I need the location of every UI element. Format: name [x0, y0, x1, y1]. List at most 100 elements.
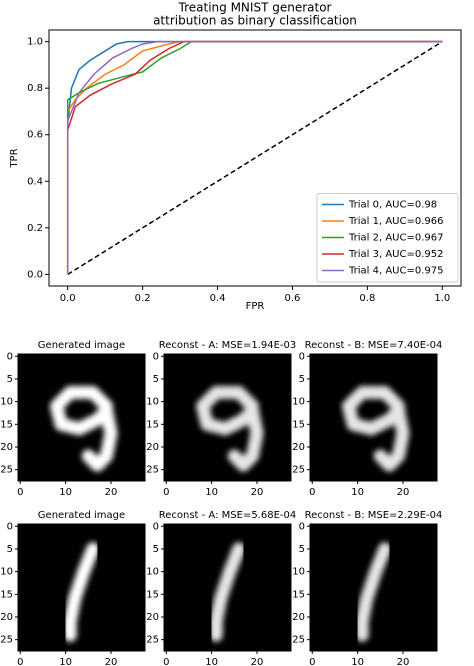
y-tick-label: 5 — [153, 544, 159, 555]
y-tick-label: 10 — [0, 567, 13, 578]
y-tick-label: 5 — [299, 374, 305, 385]
reference-line — [67, 40, 443, 276]
y-tick-label: 25 — [0, 635, 13, 646]
x-tick-label: 20 — [105, 487, 118, 498]
panel-title: Reconst - A: MSE=5.68E-04 — [159, 510, 297, 521]
x-tick-label: 0 — [17, 657, 23, 666]
y-tick-label: 20 — [146, 442, 159, 453]
legend-box — [316, 193, 459, 283]
y-tick-label: 25 — [292, 465, 305, 476]
x-tick-label: 0.0 — [60, 293, 76, 304]
y-tick-label: 15 — [292, 589, 305, 600]
x-tick-label: 20 — [397, 487, 410, 498]
x-tick-label: 1.0 — [434, 293, 450, 304]
y-tick-label: 10 — [292, 567, 305, 578]
y-tick-label: 0 — [299, 521, 305, 532]
y-tick-label: 25 — [0, 465, 13, 476]
x-tick-label: 0.8 — [359, 293, 375, 304]
y-tick-label: 20 — [0, 442, 13, 453]
x-axis-label: FPR — [246, 301, 265, 312]
digit-stroke — [63, 542, 100, 642]
y-tick-label: 5 — [299, 544, 305, 555]
x-tick-label: 0.4 — [210, 293, 226, 304]
image — [164, 354, 291, 481]
y-tick-label: 20 — [146, 612, 159, 623]
y-tick-label: 10 — [146, 397, 159, 408]
legend-label: Trial 1, AUC=0.966 — [348, 216, 443, 227]
y-tick-label: 1.0 — [27, 37, 43, 48]
x-tick-label: 10 — [205, 657, 218, 666]
x-tick-label: 0 — [163, 487, 169, 498]
y-tick-label: 0.2 — [27, 223, 43, 234]
y-tick-label: 25 — [146, 635, 159, 646]
digit — [50, 386, 118, 472]
y-tick-label: 20 — [292, 612, 305, 623]
y-tick-label: 20 — [292, 442, 305, 453]
x-tick-label: 0 — [17, 487, 23, 498]
y-tick-label: 0 — [7, 351, 13, 362]
x-tick-label: 10 — [59, 487, 72, 498]
y-tick-label: 15 — [0, 589, 13, 600]
x-tick-label: 20 — [251, 487, 264, 498]
panel-title: Reconst - A: MSE=1.94E-03 — [159, 340, 297, 351]
panel-title: Generated image — [38, 510, 125, 521]
image-frame — [309, 353, 438, 482]
x-tick-label: 10 — [351, 487, 364, 498]
image-frame — [163, 523, 292, 652]
digit — [342, 386, 410, 472]
panel-title: Reconst - B: MSE=2.29E-04 — [305, 510, 443, 521]
digit-stroke — [355, 542, 392, 642]
legend-label: Trial 4, AUC=0.975 — [348, 266, 443, 277]
chart-subtitle: attribution as binary classification — [153, 14, 357, 28]
x-tick-label: 20 — [397, 657, 410, 666]
y-tick-label: 0.0 — [27, 269, 43, 280]
y-tick-label: 0.6 — [27, 130, 43, 141]
y-tick-label: 0.4 — [27, 176, 43, 187]
digit-stroke — [209, 542, 246, 642]
plot-area — [66, 40, 443, 276]
digit — [196, 386, 264, 472]
x-tick-label: 0 — [309, 657, 315, 666]
y-tick-label: 5 — [7, 544, 13, 555]
x-tick-label: 20 — [105, 657, 118, 666]
y-tick-label: 0.8 — [27, 83, 43, 94]
roc-curve — [66, 40, 443, 275]
y-tick-label: 5 — [7, 374, 13, 385]
digit — [63, 542, 100, 642]
image-frame — [17, 523, 146, 652]
roc-curve — [66, 40, 443, 275]
digit-stroke — [342, 386, 410, 472]
y-tick-label: 0 — [7, 521, 13, 532]
panel-title: Generated image — [38, 340, 125, 351]
y-tick-label: 10 — [0, 397, 13, 408]
x-tick-label: 0.2 — [135, 293, 151, 304]
axes-frame — [48, 29, 462, 287]
legend-label: Trial 3, AUC=0.952 — [348, 249, 443, 260]
y-tick-label: 15 — [146, 419, 159, 430]
y-tick-label: 10 — [146, 567, 159, 578]
digit-stroke — [196, 386, 264, 472]
y-tick-label: 0 — [153, 521, 159, 532]
chart-title: Treating MNIST generator — [178, 1, 332, 15]
y-tick-label: 5 — [153, 374, 159, 385]
x-tick-label: 10 — [351, 657, 364, 666]
y-axis-label: TPR — [9, 148, 20, 168]
x-tick-label: 10 — [59, 657, 72, 666]
legend-label: Trial 2, AUC=0.967 — [348, 233, 443, 244]
y-tick-label: 15 — [146, 589, 159, 600]
image-frame — [17, 353, 146, 482]
x-tick-label: 0 — [163, 657, 169, 666]
image-frame — [163, 353, 292, 482]
digit-stroke — [50, 386, 118, 472]
panel-title: Reconst - B: MSE=7.40E-04 — [305, 340, 443, 351]
roc-curve — [66, 40, 443, 275]
y-tick-label: 0 — [299, 351, 305, 362]
y-tick-label: 10 — [292, 397, 305, 408]
y-tick-label: 25 — [146, 465, 159, 476]
digit — [209, 542, 246, 642]
y-tick-label: 20 — [0, 612, 13, 623]
image-frame — [309, 523, 438, 652]
x-tick-label: 20 — [251, 657, 264, 666]
image — [310, 354, 437, 481]
